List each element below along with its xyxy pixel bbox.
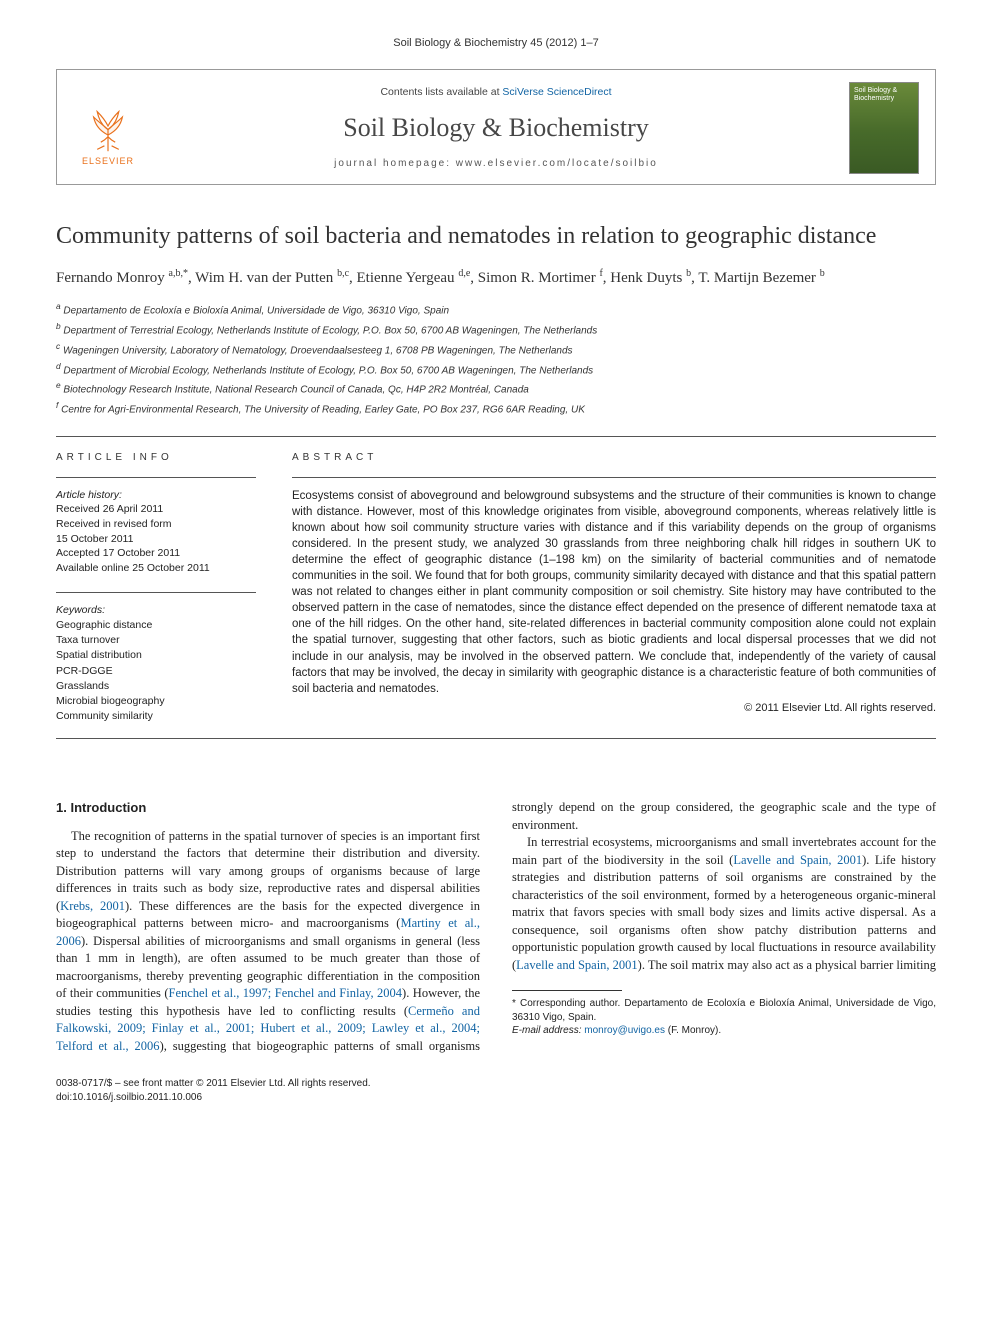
cite-krebs[interactable]: Krebs, 2001 [60, 899, 125, 913]
info-abstract-row: ARTICLE INFO Article history: Received 2… [56, 451, 936, 724]
abstract-text: Ecosystems consist of aboveground and be… [292, 488, 936, 697]
article-info-label: ARTICLE INFO [56, 451, 256, 465]
elsevier-label: ELSEVIER [82, 155, 134, 167]
rule-bottom [56, 738, 936, 739]
homepage-url[interactable]: www.elsevier.com/locate/soilbio [456, 158, 658, 169]
keyword: Microbial biogeography [56, 694, 256, 709]
keywords-block: Keywords: Geographic distanceTaxa turnov… [56, 603, 256, 725]
history-line: Received in revised form [56, 517, 256, 532]
body-columns: 1. Introduction The recognition of patte… [56, 799, 936, 1055]
keywords-head: Keywords: [56, 603, 256, 618]
authors: Fernando Monroy a,b,*, Wim H. van der Pu… [56, 267, 936, 288]
header-center: Contents lists available at SciVerse Sci… [143, 85, 849, 170]
intro-heading: 1. Introduction [56, 799, 480, 817]
intro-para-2: In terrestrial ecosystems, microorganism… [512, 834, 936, 974]
elsevier-tree-icon [81, 99, 135, 153]
footnote-rule [512, 990, 622, 991]
cover-label: Soil Biology & Biochemistry [854, 87, 914, 102]
journal-name: Soil Biology & Biochemistry [155, 110, 837, 145]
running-head: Soil Biology & Biochemistry 45 (2012) 1–… [56, 36, 936, 51]
history-head: Article history: [56, 488, 256, 503]
email-line: E-mail address: monroy@uvigo.es (F. Monr… [512, 1024, 936, 1038]
history-line: Accepted 17 October 2011 [56, 546, 256, 561]
contents-link[interactable]: SciVerse ScienceDirect [502, 86, 611, 98]
affiliation-line: a Departamento de Ecoloxía e Bioloxía An… [56, 300, 936, 319]
abstract-rule [292, 477, 936, 478]
corresponding-author: * Corresponding author. Departamento de … [512, 997, 936, 1024]
history-line: 15 October 2011 [56, 532, 256, 547]
history-line: Received 26 April 2011 [56, 502, 256, 517]
affiliation-line: f Centre for Agri-Environmental Research… [56, 399, 936, 418]
article-info-column: ARTICLE INFO Article history: Received 2… [56, 451, 256, 724]
history-line: Available online 25 October 2011 [56, 561, 256, 576]
cite-fenchel[interactable]: Fenchel et al., 1997; Fenchel and Finlay… [169, 986, 403, 1000]
journal-cover-thumb: Soil Biology & Biochemistry [849, 82, 919, 174]
keyword: Community similarity [56, 709, 256, 724]
affiliation-line: c Wageningen University, Laboratory of N… [56, 340, 936, 359]
email-label: E-mail address: [512, 1025, 581, 1036]
email-tail: (F. Monroy). [665, 1025, 721, 1036]
article-title: Community patterns of soil bacteria and … [56, 221, 936, 251]
copyright-line: © 2011 Elsevier Ltd. All rights reserved… [292, 701, 936, 716]
info-rule [56, 477, 256, 478]
contents-line: Contents lists available at SciVerse Sci… [155, 85, 837, 99]
abstract-label: ABSTRACT [292, 451, 936, 465]
keyword: Spatial distribution [56, 648, 256, 663]
email-link[interactable]: monroy@uvigo.es [584, 1025, 665, 1036]
homepage-line: journal homepage: www.elsevier.com/locat… [155, 157, 837, 171]
elsevier-logo: ELSEVIER [73, 89, 143, 167]
affiliations: a Departamento de Ecoloxía e Bioloxía An… [56, 300, 936, 418]
homepage-prefix: journal homepage: [334, 158, 456, 169]
keyword: Geographic distance [56, 618, 256, 633]
rule-top [56, 436, 936, 437]
keyword: PCR-DGGE [56, 664, 256, 679]
footnotes: * Corresponding author. Departamento de … [512, 997, 936, 1038]
keyword: Grasslands [56, 679, 256, 694]
footer-line-1: 0038-0717/$ – see front matter © 2011 El… [56, 1077, 936, 1091]
footer-line-2: doi:10.1016/j.soilbio.2011.10.006 [56, 1091, 936, 1105]
affiliation-line: d Department of Microbial Ecology, Nethe… [56, 360, 936, 379]
info-rule-2 [56, 592, 256, 593]
article-history: Article history: Received 26 April 2011R… [56, 488, 256, 576]
page-footer: 0038-0717/$ – see front matter © 2011 El… [56, 1077, 936, 1104]
contents-prefix: Contents lists available at [380, 86, 502, 98]
journal-header-box: ELSEVIER Contents lists available at Sci… [56, 69, 936, 185]
keyword: Taxa turnover [56, 633, 256, 648]
cite-lavelle-2[interactable]: Lavelle and Spain, 2001 [516, 958, 638, 972]
affiliation-line: b Department of Terrestrial Ecology, Net… [56, 320, 936, 339]
cite-lavelle-1[interactable]: Lavelle and Spain, 2001 [733, 853, 862, 867]
abstract-column: ABSTRACT Ecosystems consist of abovegrou… [292, 451, 936, 724]
affiliation-line: e Biotechnology Research Institute, Nati… [56, 379, 936, 398]
